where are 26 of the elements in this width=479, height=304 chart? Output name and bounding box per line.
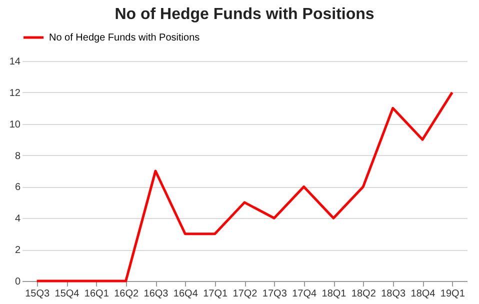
y-tick-label: 14 xyxy=(9,56,21,68)
x-tick-label: 17Q1 xyxy=(203,288,228,300)
x-tick-label: 15Q4 xyxy=(54,288,80,300)
x-tick-label: 18Q2 xyxy=(351,288,376,300)
y-tick-label: 4 xyxy=(14,214,21,225)
y-tick-label: 0 xyxy=(14,276,21,288)
y-tick-label: 6 xyxy=(14,182,21,194)
x-tick-label: 18Q4 xyxy=(410,288,436,300)
line-series xyxy=(36,91,454,282)
x-tick-label: 19Q1 xyxy=(440,288,466,300)
y-tick-label: 10 xyxy=(9,119,21,130)
x-tick-label: 17Q2 xyxy=(232,288,258,300)
chart-title: No of Hedge Funds with Positions xyxy=(114,6,374,23)
x-tick-label: 18Q1 xyxy=(322,288,347,300)
x-tick-label: 16Q3 xyxy=(144,288,169,300)
x-tick-label: 15Q3 xyxy=(25,288,50,300)
x-tick-label: 16Q4 xyxy=(173,288,198,300)
x-tick-label: 16Q1 xyxy=(84,288,110,300)
x-tick-label: 16Q2 xyxy=(114,288,139,300)
x-tick-label: 17Q3 xyxy=(262,288,288,300)
y-tick-label: 12 xyxy=(9,88,21,99)
y-tick-label: 2 xyxy=(14,245,21,256)
y-tick-label: 8 xyxy=(14,150,21,162)
x-tick-label: 18Q3 xyxy=(381,288,406,300)
x-tick-label: 17Q4 xyxy=(292,288,317,300)
legend-label: No of Hedge Funds with Positions xyxy=(49,32,200,44)
